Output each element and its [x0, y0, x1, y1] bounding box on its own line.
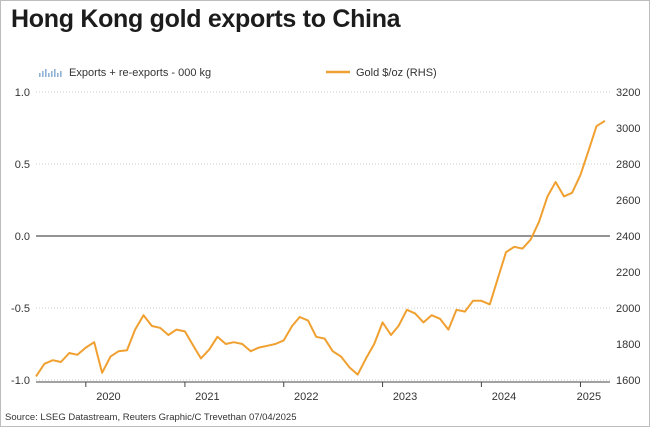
- left-tick-label: -1.0: [11, 375, 30, 387]
- right-tick-label: 2000: [616, 303, 640, 315]
- right-tick-label: 3200: [616, 87, 640, 99]
- legend-swatch-bar: [54, 69, 56, 77]
- gold-price-line: [35, 119, 606, 377]
- right-tick-label: 2600: [616, 195, 640, 207]
- left-tick-label: 0.0: [15, 231, 30, 243]
- right-tick-label: 2800: [616, 159, 640, 171]
- x-tick-label: 2023: [393, 391, 417, 403]
- legend-swatch-bar: [51, 71, 53, 77]
- legend-label-gold: Gold $/oz (RHS): [356, 67, 437, 79]
- legend-label-exports: Exports + re-exports - 000 kg: [69, 67, 211, 79]
- right-tick-label: 2200: [616, 267, 640, 279]
- legend: Exports + re-exports - 000 kg Gold $/oz …: [39, 67, 437, 79]
- x-axis: [36, 381, 610, 387]
- right-axis-tick-labels: 3200 3000 2800 2600 2400 2200 2000 1800 1600: [616, 87, 640, 387]
- source-note: Source: LSEG Datastream, Reuters Graphic…: [5, 412, 297, 423]
- right-tick-label: 2400: [616, 231, 640, 243]
- x-axis-tick-labels: 2020 2021 2022 2023 2024 2025: [96, 391, 601, 403]
- x-tick-label: 2020: [96, 391, 120, 403]
- right-tick-label: 1600: [616, 375, 640, 387]
- x-tick-label: 2022: [294, 391, 318, 403]
- chart-title: Hong Kong gold exports to China: [11, 5, 401, 33]
- gold-price-series: [35, 119, 606, 377]
- legend-item-gold: Gold $/oz (RHS): [326, 67, 437, 79]
- left-axis-tick-labels: 1.0 0.5 0.0 -0.5 -1.0: [11, 87, 30, 387]
- left-tick-label: -0.5: [11, 303, 30, 315]
- legend-swatch-bar: [57, 73, 59, 77]
- legend-swatch-bar: [42, 71, 44, 77]
- left-tick-label: 0.5: [15, 159, 30, 171]
- right-tick-label: 1800: [616, 339, 640, 351]
- legend-item-exports: Exports + re-exports - 000 kg: [39, 67, 211, 79]
- legend-swatch-bar: [39, 73, 41, 77]
- x-tick-label: 2025: [577, 391, 601, 403]
- legend-swatch-bar: [48, 73, 50, 77]
- right-tick-label: 3000: [616, 123, 640, 135]
- left-tick-label: 1.0: [15, 87, 30, 99]
- legend-swatch-bar: [45, 69, 47, 77]
- legend-swatch-bars: [39, 69, 62, 77]
- x-tick-label: 2021: [195, 391, 219, 403]
- x-tick-label: 2024: [492, 391, 516, 403]
- legend-swatch-bar: [60, 71, 62, 77]
